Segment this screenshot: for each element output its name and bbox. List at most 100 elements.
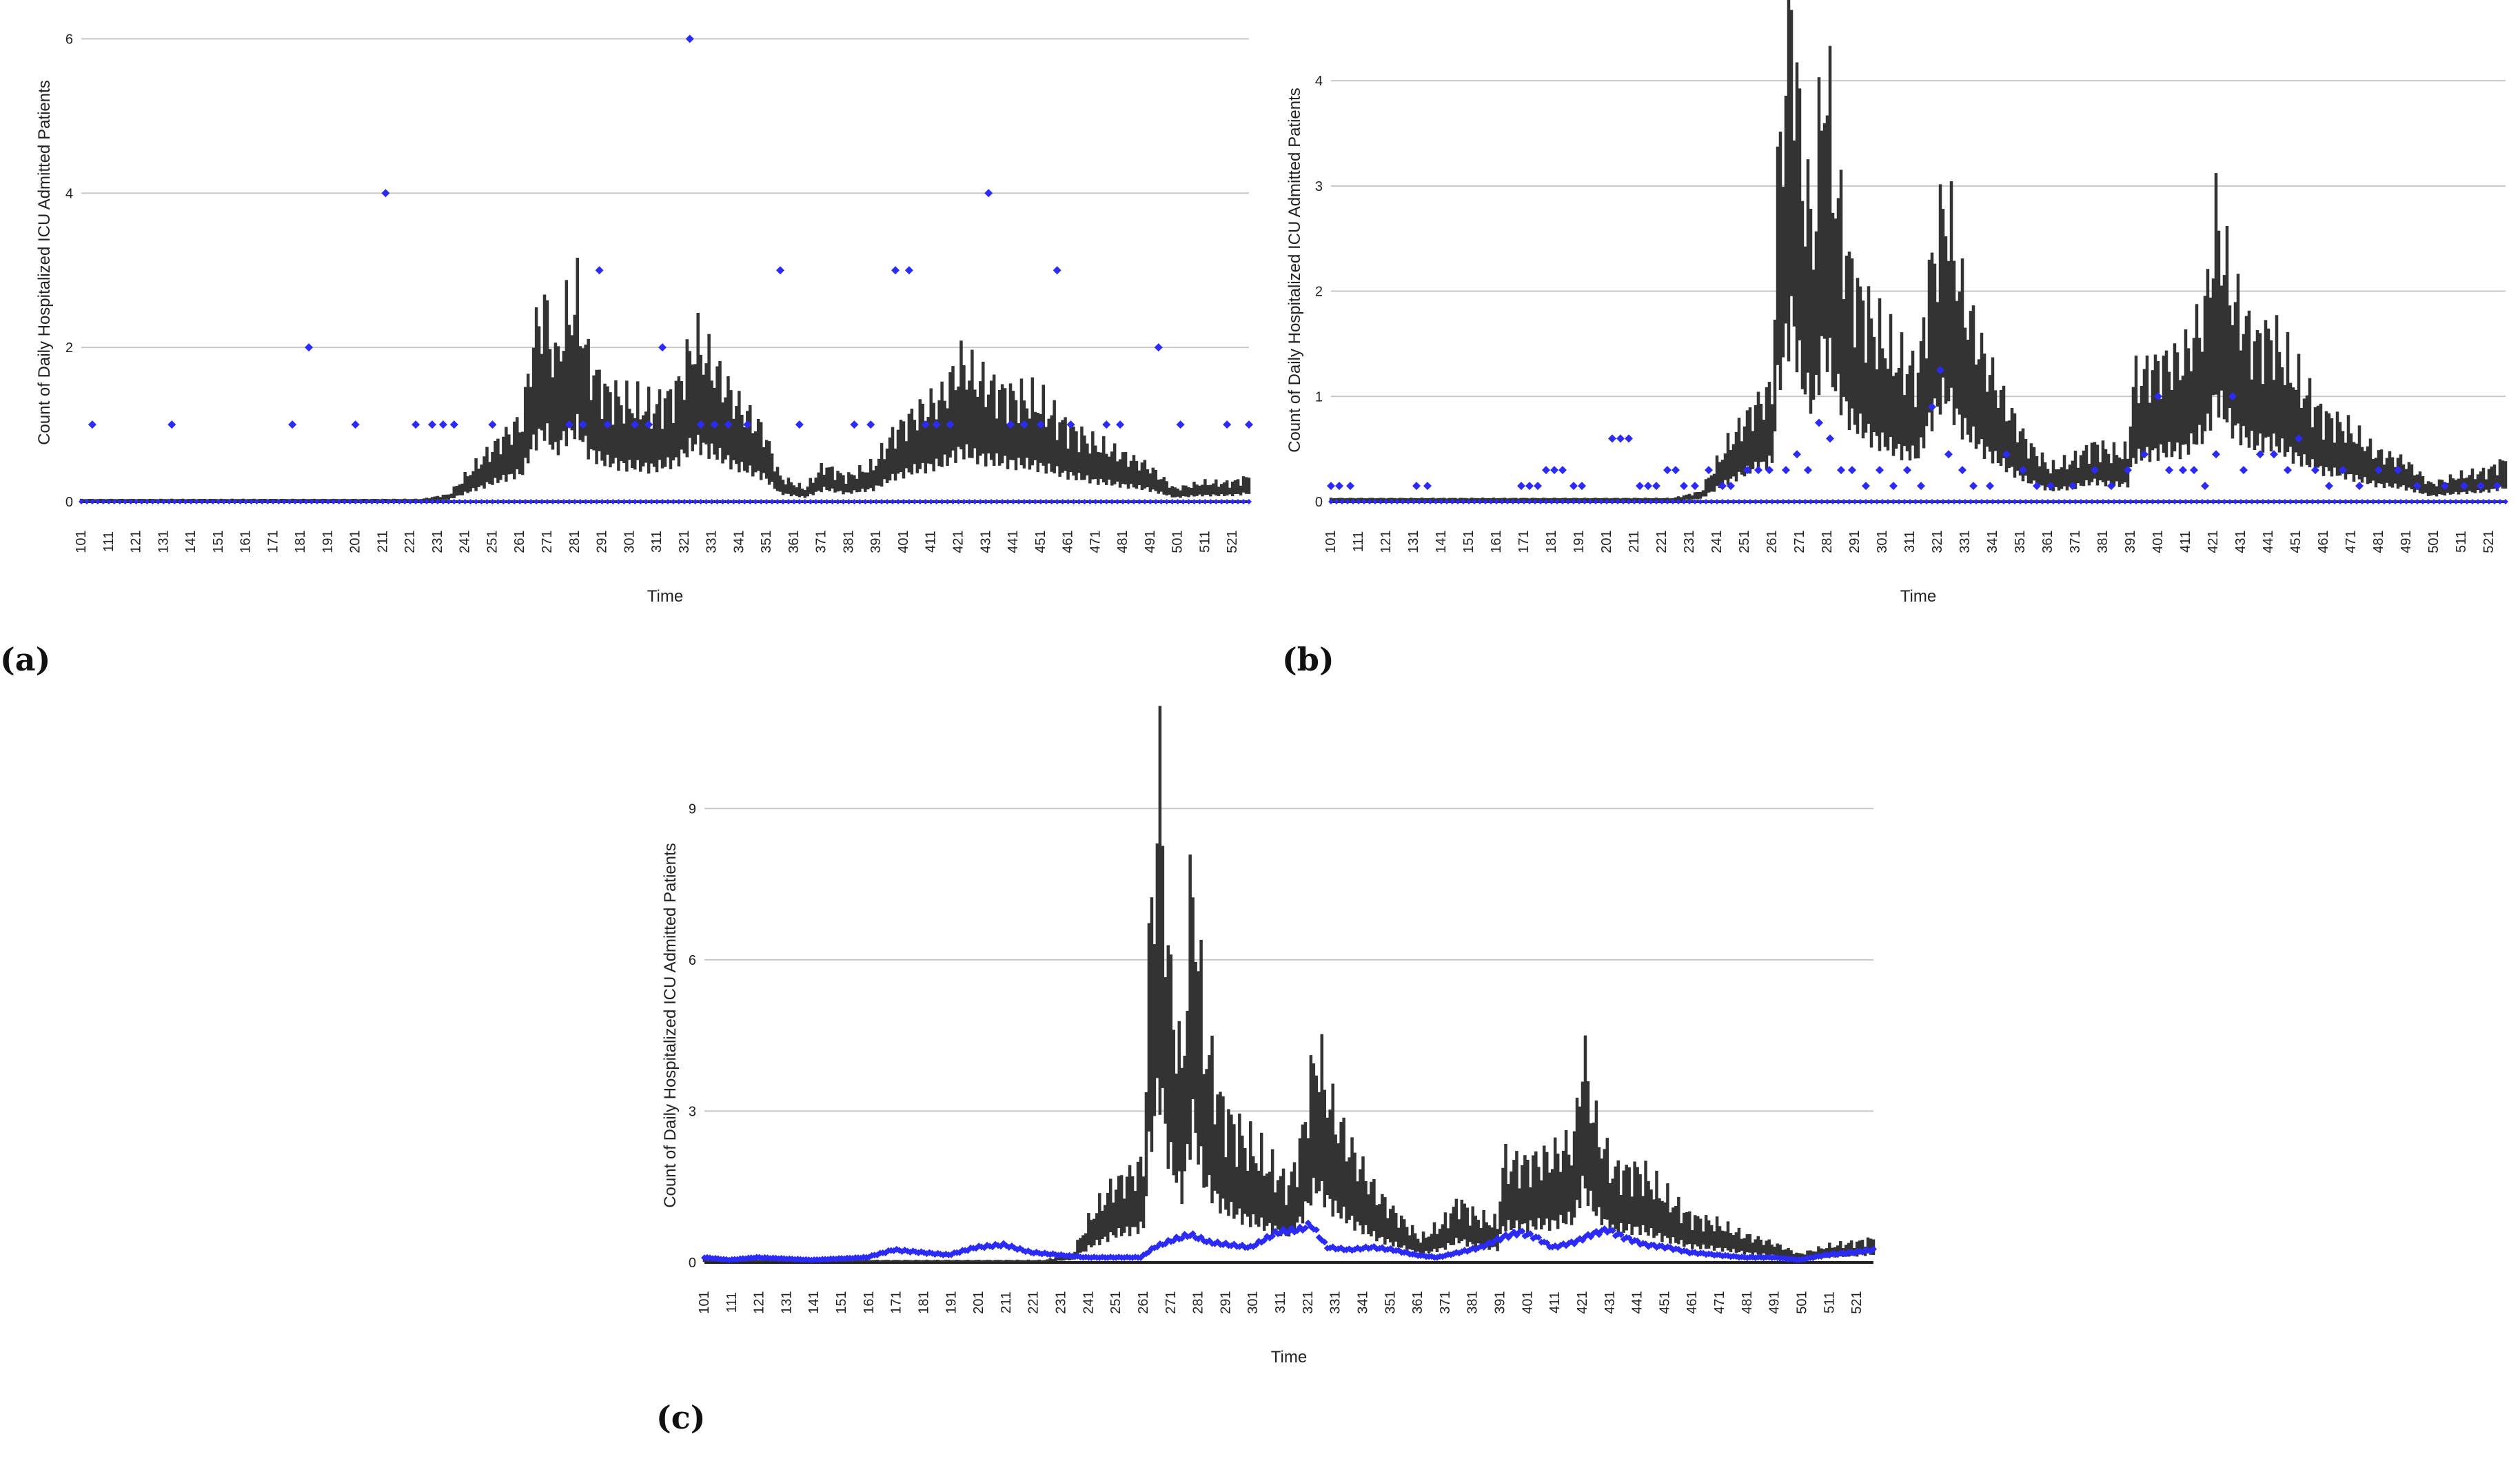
x-tick-label: 121 [1379,530,1394,553]
x-tick-label: 101 [74,530,89,553]
observed-point [1603,1229,1611,1236]
observed-point [1455,499,1461,504]
y-tick-label: 3 [1315,179,1323,194]
observed-point [1141,499,1148,504]
observed-point [380,499,386,504]
observed-point [1250,1243,1257,1251]
observed-point [1775,499,1780,504]
observed-point [2470,499,2475,504]
observed-point [566,499,572,504]
observed-point [1538,499,1543,504]
observed-point [664,499,671,504]
observed-point [895,499,902,504]
observed-point [2359,499,2365,504]
observed-point [1543,499,1549,504]
observed-point [1389,499,1394,504]
observed-point [644,420,653,429]
x-tick-label: 451 [1657,1291,1672,1313]
x-tick-label: 251 [1108,1291,1124,1313]
observed-point [1643,499,1648,504]
observed-point [1663,466,1671,475]
observed-point [2325,482,2333,491]
observed-point [595,266,604,275]
observed-point [840,499,846,504]
observed-point [1670,499,1676,504]
observed-point [1384,1245,1392,1253]
x-tick-label: 431 [1603,1291,1618,1313]
observed-point [2339,466,2347,475]
observed-point [2140,450,2148,459]
observed-point [649,499,655,504]
observed-point [116,499,123,504]
observed-point [427,420,436,429]
observed-point [88,420,96,429]
observed-point [1211,1240,1219,1247]
observed-point [1804,466,1812,475]
observed-point [1837,466,1845,475]
observed-point [1054,499,1060,504]
observed-point [921,420,930,429]
observed-point [791,499,797,504]
observed-point [2486,499,2492,504]
observed-point [2172,499,2177,504]
x-tick-label: 241 [1081,1291,1096,1313]
observed-point [1578,1236,1586,1244]
observed-point [1152,499,1159,504]
prediction-band [1329,0,2508,502]
x-tick-label: 361 [2040,530,2055,553]
chart-c-svg: 0 3 6 9 101 111 121 131 141 151 161 171 181 191 201 211… [661,706,1877,1367]
observed-point [2238,499,2244,504]
observed-point [720,499,726,504]
observed-point [391,499,397,504]
observed-point [1224,499,1230,504]
observed-point [2107,482,2115,491]
observed-point [2128,499,2133,504]
observed-point [1692,499,1698,504]
observed-point [1694,1250,1702,1258]
observed-point [1043,499,1049,504]
observed-point [1869,499,1874,504]
observed-point [2012,499,2018,504]
x-tick-label: 291 [595,530,610,553]
observed-point [445,499,451,504]
observed-point [1345,499,1350,504]
observed-point [1126,499,1132,504]
x-tick-label: 311 [1902,531,1918,553]
observed-point [1862,482,1870,491]
x-tick-label: 461 [1061,530,1076,553]
x-tick-label: 351 [2013,530,2028,553]
observed-point [2503,499,2508,504]
observed-point [1951,499,1957,504]
x-tick-label: 391 [868,530,884,553]
observed-point [534,499,540,504]
y-tick-label: 2 [65,340,73,356]
observed-point [434,499,440,504]
observed-point [1139,1251,1147,1258]
observed-point [2420,499,2426,504]
observed-point [1632,499,1637,504]
observed-point [920,1249,928,1256]
observed-point [2492,499,2497,504]
observed-point [999,499,1006,504]
observed-point [1731,499,1736,504]
observed-point [2315,499,2321,504]
observed-point [396,499,403,504]
observed-point [2365,499,2370,504]
observed-point [2244,499,2249,504]
observed-point [1532,499,1538,504]
observed-point [2144,499,2150,504]
observed-point [1180,499,1186,504]
x-tick-label: 181 [1544,530,1559,553]
observed-point [670,499,676,504]
observed-point [1764,499,1769,504]
observed-point [577,499,583,504]
x-tick-label: 321 [1930,530,1945,553]
observed-point [319,499,325,504]
x-tick-label: 441 [1006,530,1021,553]
x-tick-label: 421 [1575,1291,1590,1313]
observed-point [1466,1246,1474,1254]
x-tick-label: 491 [1143,530,1158,553]
observed-point [204,499,210,504]
x-tick-label: 501 [2426,530,2441,553]
observed-point [451,499,457,504]
